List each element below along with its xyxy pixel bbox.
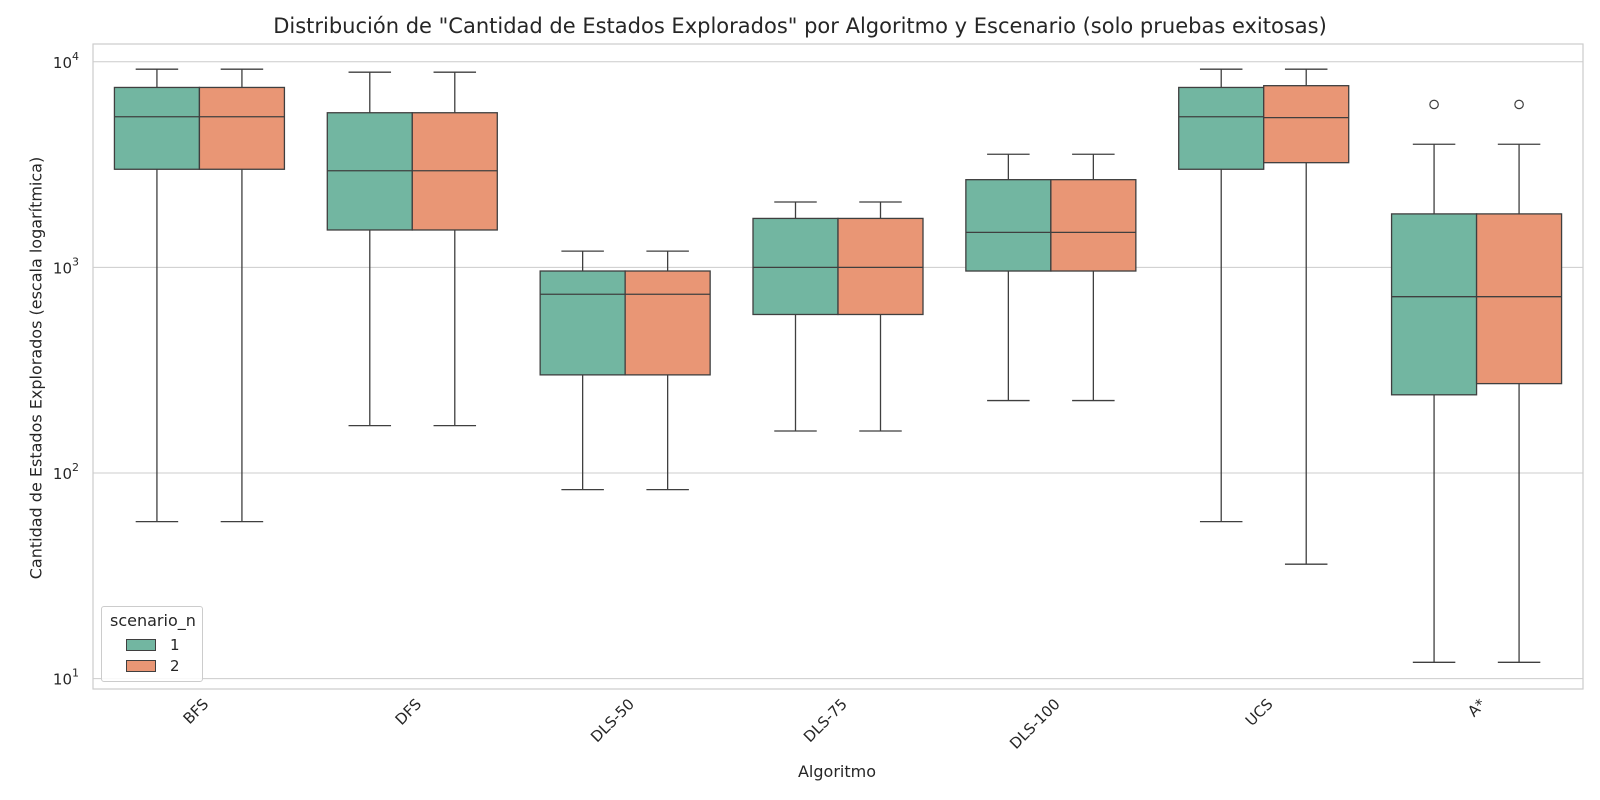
x-tick-label: A* — [1464, 695, 1490, 721]
box-dls75-series-2 — [837, 217, 924, 316]
x-tick-label: DLS-50 — [587, 695, 638, 746]
box-dls50-series-2 — [624, 270, 711, 376]
y-tick-label: 104 — [53, 50, 79, 72]
box-dls100-series-2 — [1050, 179, 1137, 272]
box-bfs-series-1 — [113, 86, 201, 170]
box-ucs-series-2 — [1263, 85, 1350, 164]
legend-label: 2 — [170, 657, 180, 675]
y-tick-label: 102 — [53, 461, 79, 483]
box-bfs-series-2 — [198, 86, 286, 170]
box-ucs-series-1 — [1178, 86, 1265, 170]
x-tick-label: DLS-100 — [1006, 695, 1064, 753]
x-tick-label: UCS — [1242, 695, 1277, 730]
box-dls75-series-1 — [752, 217, 839, 316]
box-dls100-series-1 — [965, 179, 1052, 272]
x-tick-label: BFS — [180, 695, 213, 728]
box-a-series-2 — [1475, 213, 1563, 385]
chart-title: Distribución de "Cantidad de Estados Exp… — [273, 14, 1327, 38]
outlier-point — [1429, 99, 1439, 110]
x-axis-label: Algoritmo — [797, 762, 876, 781]
box-dls50-series-1 — [539, 270, 626, 376]
x-tick-label: DLS-75 — [800, 695, 851, 746]
legend-swatch — [126, 660, 156, 672]
x-tick-label: DFS — [392, 695, 426, 729]
legend: scenario_n 1 2 — [101, 606, 203, 682]
legend-title: scenario_n — [110, 611, 196, 630]
box-a-series-1 — [1390, 213, 1478, 396]
y-tick-label: 101 — [53, 667, 79, 689]
y-tick-label: 103 — [53, 255, 79, 277]
outlier-point — [1514, 99, 1524, 110]
legend-label: 1 — [170, 636, 180, 654]
plot-frame — [92, 43, 1584, 690]
legend-swatch — [126, 639, 156, 651]
